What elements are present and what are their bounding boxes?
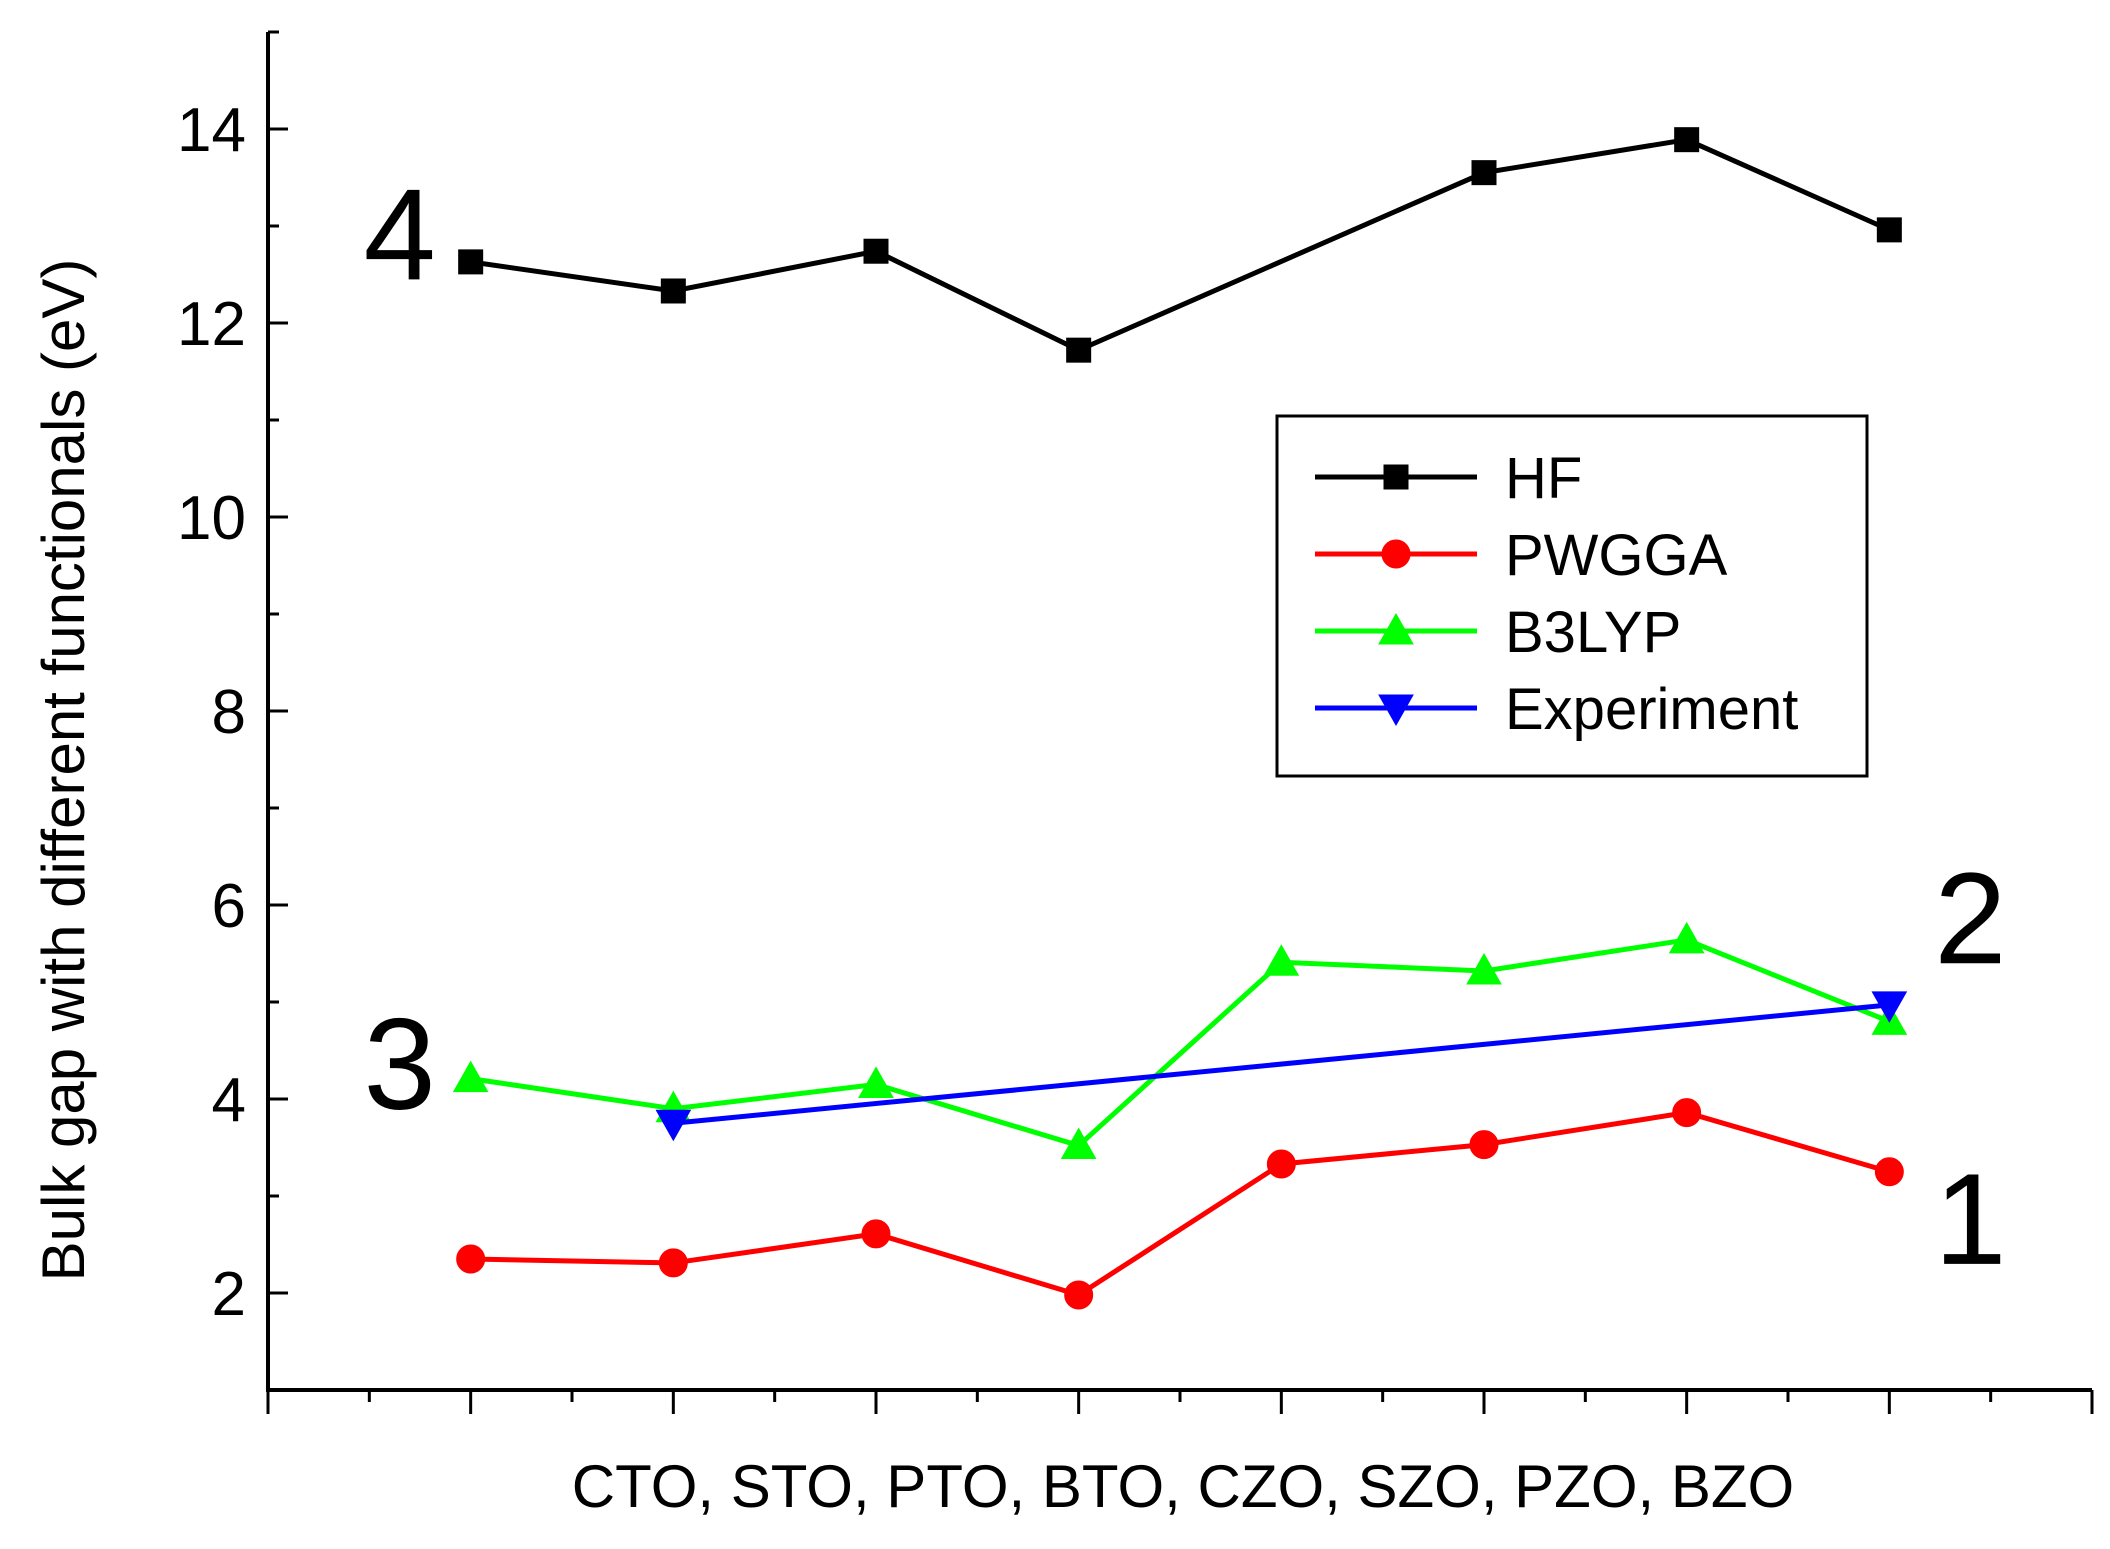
x-axis-label: CTO, STO, PTO, BTO, CZO, SZO, PZO, BZO <box>572 1453 1794 1520</box>
data-point-b3lyp <box>1263 944 1300 976</box>
data-point-pwgga <box>1064 1280 1094 1310</box>
legend-swatch-marker <box>1378 612 1414 645</box>
series-hf <box>458 127 1902 363</box>
legend-swatch-marker <box>1383 464 1409 490</box>
legend: HF PWGGA B3LYP Experiment <box>1275 414 1869 778</box>
data-point-pwgga <box>1672 1098 1702 1128</box>
data-point-pwgga <box>1469 1130 1499 1160</box>
annotation-label-2: 2 <box>1934 845 2006 991</box>
data-point-b3lyp <box>858 1066 894 1098</box>
data-point-pwgga <box>456 1244 486 1274</box>
data-point-b3lyp <box>1668 921 1705 954</box>
legend-swatch-marker <box>1381 539 1411 569</box>
legend-item-experiment: Experiment <box>1315 677 1798 742</box>
series-experiment <box>655 991 1908 1142</box>
data-point-hf <box>1471 160 1497 186</box>
data-point-hf <box>863 238 889 264</box>
annotation-label-1: 1 <box>1934 1146 2006 1292</box>
annotation-label-4: 4 <box>364 161 436 307</box>
data-point-b3lyp <box>1060 1127 1097 1160</box>
data-point-experiment <box>655 1109 692 1142</box>
series-pwgga <box>456 1098 1904 1310</box>
y-tick-label: 8 <box>212 678 246 747</box>
y-tick-label: 2 <box>212 1260 246 1329</box>
series-line-experiment <box>673 1002 1890 1126</box>
data-point-pwgga <box>861 1219 891 1249</box>
data-point-experiment <box>1871 991 1908 1023</box>
legend-label: B3LYP <box>1505 600 1681 665</box>
legend-item-hf: HF <box>1315 446 1582 511</box>
series-line-b3lyp <box>470 937 1891 1149</box>
data-point-pwgga <box>1266 1149 1296 1179</box>
series-layer <box>452 127 1908 1310</box>
data-point-hf <box>660 278 686 304</box>
data-point-pwgga <box>658 1248 688 1278</box>
data-point-hf <box>1876 217 1902 243</box>
legend-label: HF <box>1505 446 1582 511</box>
y-tick-label: 12 <box>177 290 246 359</box>
data-point-hf <box>1066 337 1092 363</box>
data-point-pwgga <box>1874 1157 1904 1187</box>
legend-label: Experiment <box>1505 677 1798 742</box>
annotation-layer: 4 3 2 1 <box>364 161 2007 1292</box>
series-line-hf <box>470 137 1891 353</box>
data-point-b3lyp <box>452 1060 489 1093</box>
legend-item-b3lyp: B3LYP <box>1315 600 1681 665</box>
data-point-b3lyp <box>1466 952 1502 985</box>
legend-item-pwgga: PWGGA <box>1315 523 1728 588</box>
series-line-pwgga <box>470 1110 1891 1298</box>
data-point-hf <box>1674 127 1700 153</box>
annotation-label-3: 3 <box>364 991 436 1137</box>
y-tick-label: 10 <box>177 484 246 553</box>
series-b3lyp <box>452 921 1908 1160</box>
legend-label: PWGGA <box>1505 523 1728 588</box>
y-tick-label: 6 <box>212 872 246 941</box>
legend-swatch-marker <box>1378 694 1414 727</box>
y-axis-label: Bulk gap with different functionals (eV) <box>30 259 97 1282</box>
y-tick-label: 14 <box>177 96 246 165</box>
y-tick-label: 4 <box>212 1066 246 1135</box>
data-point-hf <box>458 249 484 275</box>
